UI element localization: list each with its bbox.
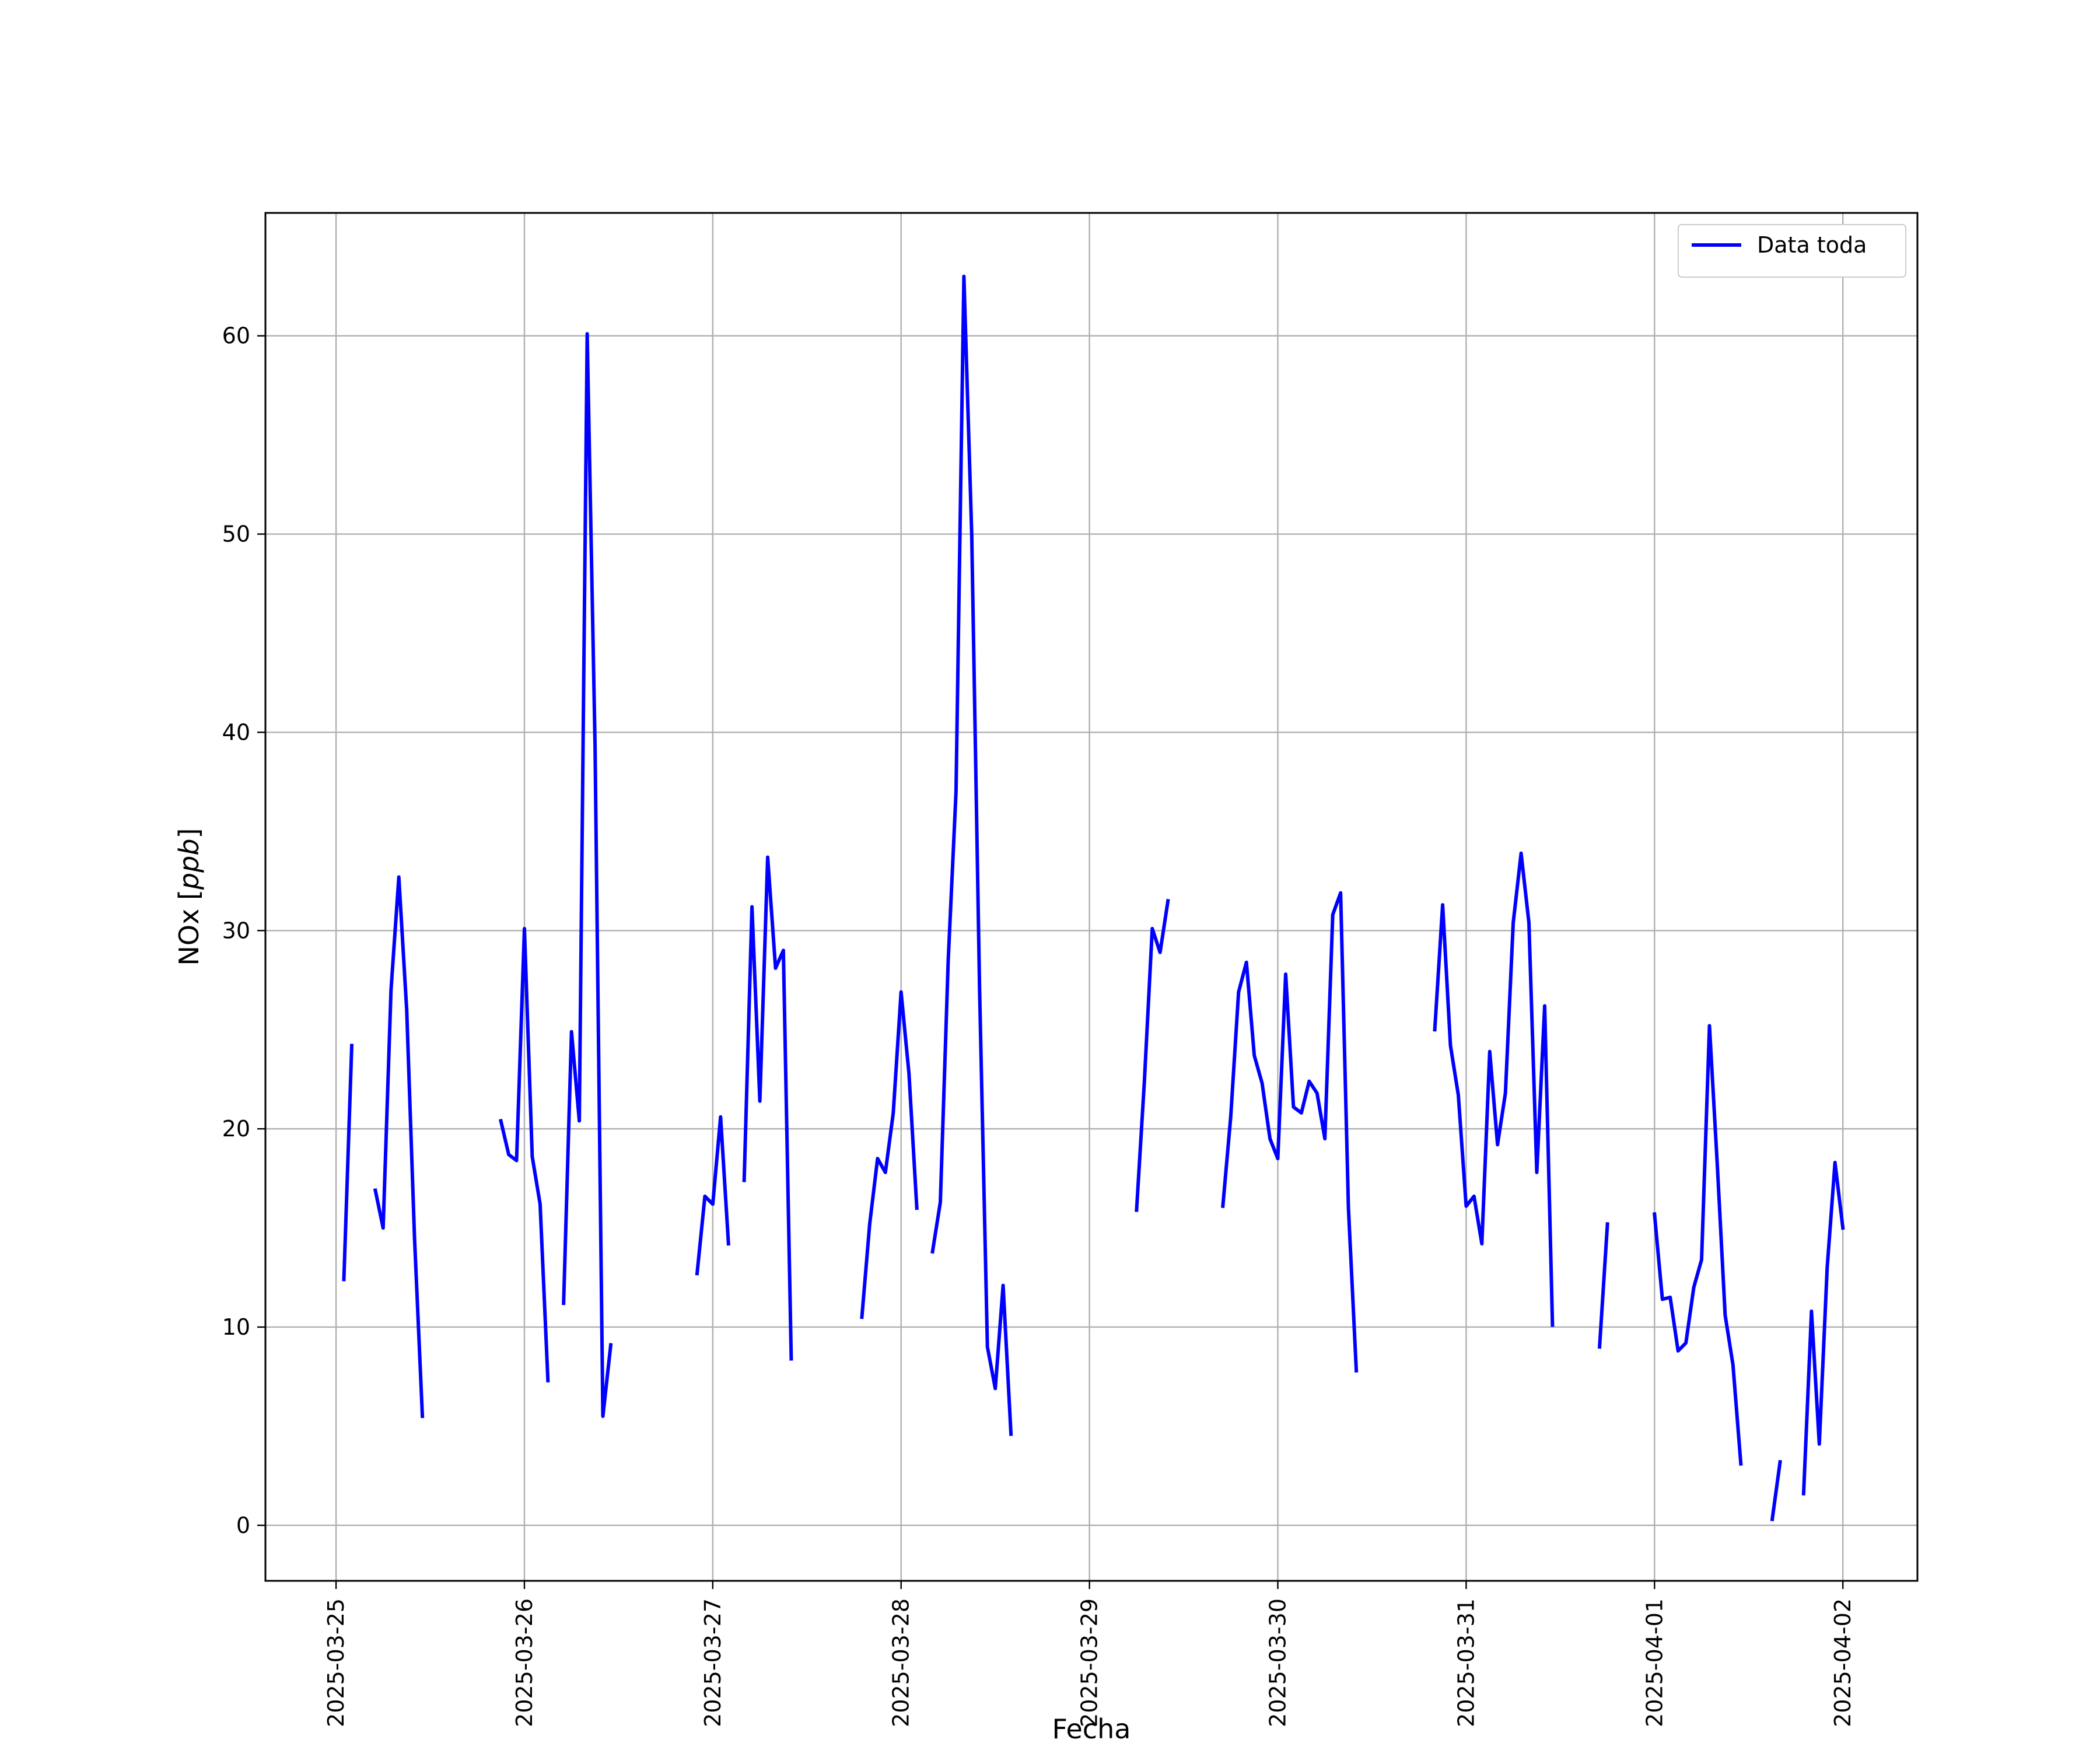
x-tick-label: 2025-03-25 xyxy=(323,1598,349,1727)
x-tick-label: 2025-03-29 xyxy=(1077,1598,1102,1727)
series-line-segment-9 xyxy=(1135,898,1170,1212)
y-axis-title-bracket-close: ] xyxy=(173,828,205,839)
x-axis-title: Fecha xyxy=(1052,1713,1131,1745)
grid-layer xyxy=(265,213,1917,1581)
y-tick-label: 40 xyxy=(222,719,250,745)
y-tick-label: 10 xyxy=(222,1314,250,1340)
y-tick-label: 50 xyxy=(222,522,250,547)
y-tick-label: 0 xyxy=(236,1513,250,1538)
y-axis-title: NOx [ppb] xyxy=(173,828,205,966)
tick-layer: 0 10 20 30 40 50 60 2025-03-25 2025-03-26 2025-03… xyxy=(222,323,1856,1727)
series-line-segment-12 xyxy=(1597,1222,1609,1349)
x-tick-label: 2025-03-31 xyxy=(1453,1598,1479,1727)
series-line-segment-3 xyxy=(498,926,550,1382)
x-tick-label: 2025-04-02 xyxy=(1830,1598,1856,1727)
series-line-segment-11 xyxy=(1433,851,1555,1327)
y-tick-label: 20 xyxy=(222,1116,250,1142)
x-tick-label: 2025-04-01 xyxy=(1642,1598,1667,1727)
legend: Data toda xyxy=(1678,224,1906,278)
x-tick-label: 2025-03-26 xyxy=(512,1598,537,1727)
series-line-segment-10 xyxy=(1221,891,1359,1373)
series-line-segment-13 xyxy=(1653,1024,1743,1466)
series-line-segment-4 xyxy=(562,332,613,1418)
series-line-segment-14 xyxy=(1770,1460,1782,1521)
plot-frame xyxy=(264,212,1919,1582)
y-tick-label: 30 xyxy=(222,918,250,943)
data-layer xyxy=(342,274,1845,1521)
x-tick-label: 2025-03-28 xyxy=(888,1598,914,1727)
series-line-segment-2 xyxy=(373,875,425,1419)
legend-label: Data toda xyxy=(1757,232,1867,258)
series-line-segment-5 xyxy=(695,1115,730,1276)
y-axis-title-unit: ppb xyxy=(173,838,205,890)
series-line-segment-15 xyxy=(1801,1160,1845,1496)
y-tick-label: 60 xyxy=(222,323,250,349)
x-tick-label: 2025-03-30 xyxy=(1265,1598,1291,1727)
y-axis-title-bracket-open: [ xyxy=(173,890,205,900)
series-line-segment-7 xyxy=(860,990,919,1320)
x-tick-label: 2025-03-27 xyxy=(700,1598,726,1727)
series-line-segment-8 xyxy=(930,274,1013,1436)
legend-box xyxy=(1678,224,1906,278)
series-line-segment-1 xyxy=(342,1044,354,1282)
series-line-segment-6 xyxy=(742,855,793,1361)
y-axis-title-main: NOx xyxy=(173,900,205,965)
